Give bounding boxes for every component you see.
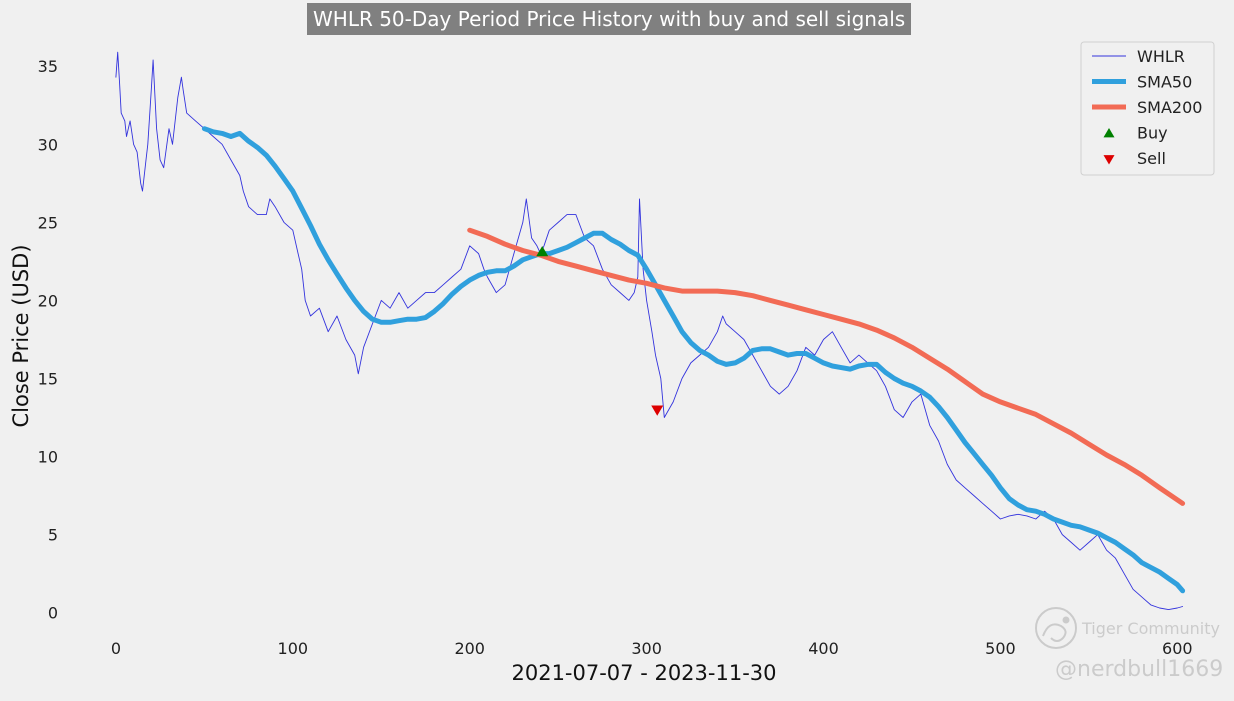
buy-signal-marker (536, 246, 549, 257)
legend-label-sma200: SMA200 (1137, 98, 1202, 117)
watermark-brand: Tiger Community (1081, 619, 1220, 638)
watermark: Tiger Community @nerdbull1669 (1035, 607, 1223, 682)
y-tick-label: 5 (48, 526, 58, 545)
x-tick-label: 600 (1162, 639, 1193, 658)
legend-swatch-sell (1103, 155, 1115, 165)
series-sma200-line (467, 227, 1186, 506)
y-tick-label: 30 (38, 135, 58, 154)
legend-swatch-buy (1103, 128, 1115, 138)
y-tick-label: 10 (38, 448, 58, 467)
x-tick-label: 0 (111, 639, 121, 658)
y-tick-label: 35 (38, 57, 58, 76)
x-axis: 0 100 200 300 400 500 600 (111, 639, 1193, 658)
y-tick-label: 15 (38, 369, 58, 388)
legend-entries: WHLR SMA50 SMA200 Buy Sell (1092, 47, 1202, 168)
x-tick-label: 200 (454, 639, 485, 658)
y-tick-label: 20 (38, 291, 58, 310)
signal-markers (536, 246, 664, 416)
y-tick-label: 25 (38, 213, 58, 232)
legend-frame (1080, 41, 1215, 176)
legend-label-buy: Buy (1137, 124, 1168, 143)
y-axis-label: Close Price (USD) (9, 244, 33, 427)
series-sma50-line (201, 126, 1186, 594)
legend: WHLR SMA50 SMA200 Buy Sell (1080, 41, 1215, 176)
tiger-community-logo-icon (1035, 607, 1077, 649)
series-whlr-line (115, 51, 1184, 611)
watermark-handle: @nerdbull1669 (1055, 657, 1223, 682)
chart-title: WHLR 50-Day Period Price History with bu… (307, 3, 912, 35)
legend-label-sma50: SMA50 (1137, 73, 1192, 92)
x-tick-label: 100 (278, 639, 309, 658)
y-axis: 0 5 10 15 20 25 30 35 (38, 57, 58, 622)
legend-label-whlr: WHLR (1137, 47, 1185, 66)
x-tick-label: 400 (808, 639, 839, 658)
x-axis-label: 2021-07-07 - 2023-11-30 (511, 661, 776, 685)
sell-signal-marker (651, 405, 664, 416)
x-tick-label: 300 (631, 639, 662, 658)
x-tick-label: 500 (985, 639, 1016, 658)
plot-area (115, 51, 1186, 611)
legend-label-sell: Sell (1137, 149, 1166, 168)
y-tick-label: 0 (48, 604, 58, 623)
